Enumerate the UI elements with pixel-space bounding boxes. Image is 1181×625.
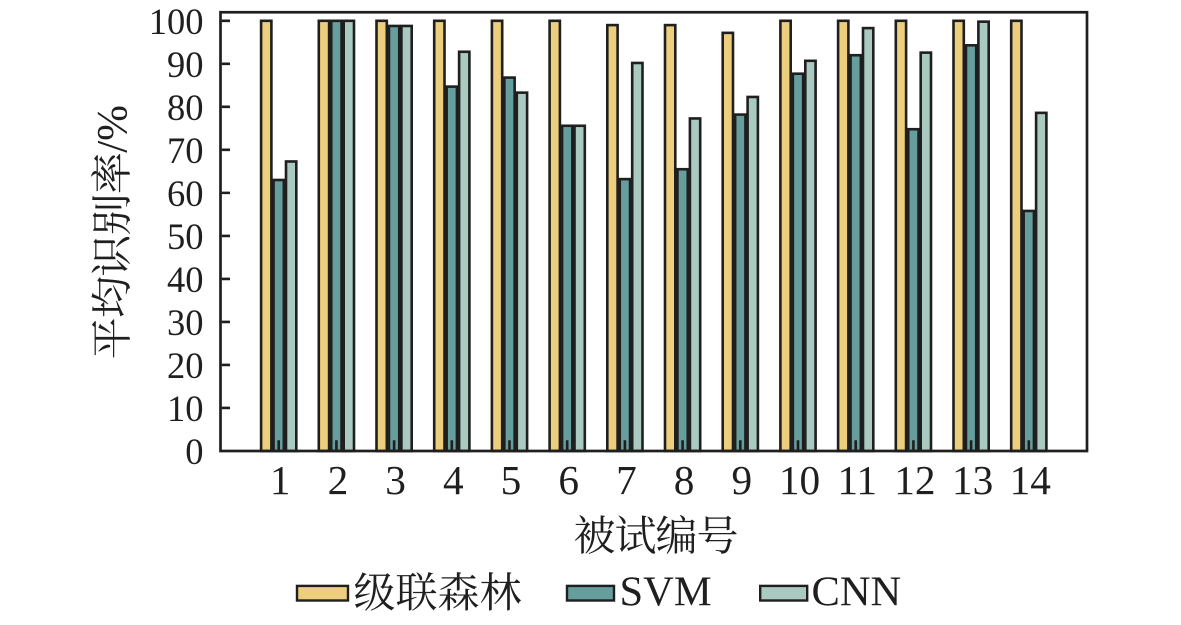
svg-text:0: 0: [185, 431, 203, 472]
svg-text:14: 14: [1010, 457, 1051, 503]
svg-text:11: 11: [837, 457, 877, 503]
svg-text:70: 70: [167, 130, 204, 171]
svg-text:60: 60: [167, 173, 204, 214]
svg-text:7: 7: [616, 457, 637, 503]
svg-text:9: 9: [731, 457, 752, 503]
svg-text:6: 6: [558, 457, 579, 503]
svg-text:SVM: SVM: [620, 569, 712, 616]
svg-text:/%: /%: [90, 105, 137, 153]
svg-text:CNN: CNN: [812, 569, 902, 616]
svg-text:12: 12: [894, 457, 935, 503]
svg-text:10: 10: [167, 388, 204, 429]
svg-text:1: 1: [270, 457, 291, 503]
svg-text:13: 13: [952, 457, 993, 503]
svg-text:3: 3: [385, 457, 406, 503]
svg-text:10: 10: [779, 457, 820, 503]
svg-text:20: 20: [167, 345, 204, 386]
svg-text:4: 4: [443, 457, 464, 503]
svg-text:40: 40: [167, 259, 204, 300]
svg-text:90: 90: [167, 44, 204, 85]
svg-text:5: 5: [501, 457, 522, 503]
svg-text:30: 30: [167, 302, 204, 343]
svg-text:100: 100: [149, 1, 204, 42]
svg-text:80: 80: [167, 87, 204, 128]
svg-text:50: 50: [167, 216, 204, 257]
svg-text:2: 2: [328, 457, 349, 503]
svg-text:8: 8: [674, 457, 695, 503]
